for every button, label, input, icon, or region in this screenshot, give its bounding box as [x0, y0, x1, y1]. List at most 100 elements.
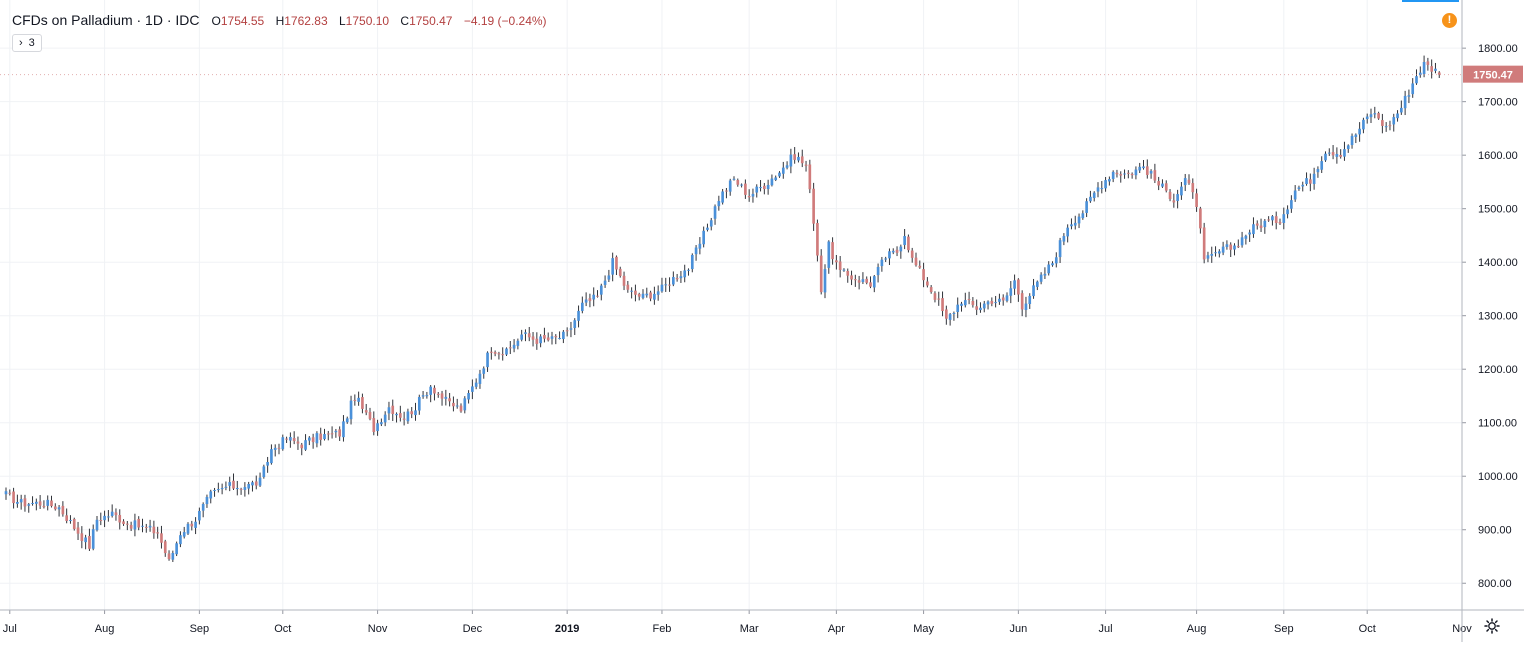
candle-body: [88, 535, 91, 549]
candle-body: [57, 507, 61, 510]
candle-body: [235, 487, 239, 489]
candle-body: [1297, 187, 1301, 190]
candle-body: [380, 422, 383, 425]
candle-body: [141, 525, 144, 527]
candle-body: [721, 191, 724, 203]
candle-body: [107, 516, 110, 518]
candle-body: [907, 236, 910, 251]
candle-body: [1195, 193, 1198, 208]
candle-body: [444, 396, 448, 399]
candle-body: [171, 552, 175, 560]
candle-body: [497, 353, 501, 355]
candle-body: [91, 529, 95, 549]
candle-body: [232, 480, 235, 489]
candle-body: [417, 396, 421, 411]
candle-body: [376, 423, 379, 432]
candle-body: [804, 164, 808, 166]
candle-body: [334, 430, 338, 433]
candle-body: [1259, 225, 1263, 228]
candle-body: [1028, 295, 1032, 305]
candle-body: [713, 206, 717, 219]
candle-body: [967, 298, 971, 300]
candle-body: [941, 298, 944, 312]
candle-body: [357, 397, 360, 402]
candle-body: [520, 334, 523, 340]
candle-body: [84, 537, 87, 543]
candle-body: [516, 340, 520, 346]
candle-body: [46, 499, 50, 506]
candle-body: [308, 437, 311, 441]
candle-body: [744, 183, 747, 195]
candle-body: [163, 541, 167, 554]
candle-body: [474, 382, 478, 387]
candle-body: [592, 294, 596, 300]
candle-body: [1396, 113, 1399, 119]
candle-body: [1115, 172, 1119, 175]
candle-body: [1123, 173, 1126, 175]
candle-body: [300, 444, 304, 449]
candle-body: [914, 257, 918, 266]
open-value: 1754.55: [220, 14, 265, 28]
candle-body: [975, 306, 978, 310]
candle-body: [1020, 293, 1024, 310]
candle-body: [1263, 220, 1267, 228]
indicators-toggle-button[interactable]: › 3: [12, 34, 42, 52]
candle-body: [1092, 192, 1096, 199]
x-tick-label: Oct: [274, 623, 291, 635]
x-tick-label: Aug: [1187, 623, 1207, 635]
x-tick-label: Sep: [1274, 623, 1294, 635]
candle-body: [800, 156, 804, 164]
candle-body: [1286, 209, 1289, 215]
candle-body: [664, 284, 668, 286]
candle-body: [1206, 255, 1210, 259]
candle-body: [558, 337, 561, 339]
candle-body: [262, 466, 266, 478]
candle-body: [126, 523, 129, 525]
candle-body: [793, 154, 796, 160]
candle-body: [129, 524, 133, 529]
candle-body: [364, 410, 368, 413]
candle-body: [1183, 178, 1187, 186]
candle-body: [1233, 245, 1236, 250]
candle-body: [937, 298, 941, 300]
candle-body: [872, 276, 876, 288]
candle-body: [740, 184, 743, 186]
candle-body: [353, 399, 357, 401]
candle-body: [425, 395, 429, 397]
candle-body: [1301, 184, 1305, 187]
candle-body: [387, 407, 391, 414]
candle-body: [247, 484, 250, 489]
candle-body: [637, 293, 641, 297]
candle-body: [1100, 188, 1104, 190]
candle-body: [1054, 257, 1058, 264]
candle-body: [349, 400, 353, 420]
candle-body: [50, 500, 53, 507]
candle-body: [1312, 173, 1316, 184]
candle-body: [254, 481, 258, 486]
candle-body: [1346, 145, 1350, 149]
x-tick-label: Dec: [463, 623, 483, 635]
candle-body: [766, 184, 770, 190]
y-tick-label: 1100.00: [1478, 418, 1517, 430]
candle-body: [789, 154, 793, 167]
warning-icon[interactable]: !: [1442, 13, 1457, 28]
candle-body: [1096, 187, 1100, 192]
candle-body: [251, 482, 254, 486]
candle-body: [1134, 169, 1138, 176]
candle-body: [831, 242, 834, 260]
candle-body: [1362, 119, 1365, 130]
candle-body: [1130, 173, 1134, 176]
candle-body: [31, 502, 34, 504]
candle-body: [599, 285, 603, 295]
candle-body: [922, 269, 925, 281]
candle-body: [573, 320, 577, 328]
candle-body: [895, 249, 899, 253]
candle-body: [1176, 194, 1179, 202]
candle-body: [1225, 244, 1229, 247]
symbol-title[interactable]: CFDs on Palladium · 1D · IDC: [12, 12, 200, 28]
candle-body: [747, 195, 751, 198]
candle-body: [1142, 166, 1145, 169]
gear-icon[interactable]: [1484, 618, 1500, 634]
